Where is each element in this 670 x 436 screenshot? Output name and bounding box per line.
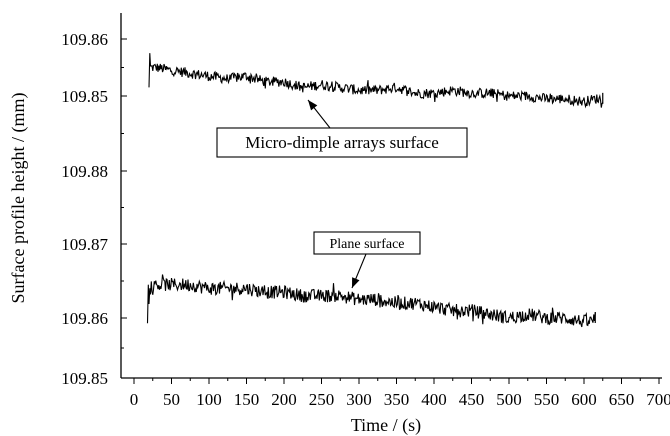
y-tick-label: 109.88 (61, 162, 108, 181)
x-axis-title: Time / (s) (351, 415, 421, 436)
x-tick-label: 600 (571, 390, 597, 409)
x-tick-label: 500 (496, 390, 522, 409)
x-tick-label: 50 (163, 390, 180, 409)
y-tick-label: 109.85 (61, 369, 108, 388)
x-tick-label: 100 (196, 390, 222, 409)
x-tick-label: 200 (271, 390, 297, 409)
x-tick-label: 550 (534, 390, 560, 409)
annotation-micro-dimple: Micro-dimple arrays surface (216, 99, 468, 158)
annotation-arrowhead (352, 277, 360, 288)
annotation-arrowhead (308, 100, 318, 111)
y-tick-label: 109.86 (61, 30, 108, 49)
tick-label-layer: 109.86 109.85 109.88 109.87 109.86 109.85 0 50 1… (61, 30, 670, 409)
x-tick-label: 450 (459, 390, 485, 409)
annotation-label: Micro-dimple arrays surface (245, 133, 439, 152)
annotation-box (313, 231, 421, 255)
annotation-layer: Micro-dimple arrays surface Plane surface (216, 99, 468, 289)
series-micro-dimple (148, 53, 604, 109)
series-line (148, 53, 604, 109)
x-tick-label: 400 (421, 390, 447, 409)
x-tick-label: 650 (609, 390, 635, 409)
annotation-label: Plane surface (329, 237, 404, 252)
series-plane (146, 274, 596, 328)
y-axis-title: Surface profile height / (mm) (8, 93, 29, 304)
series-line (146, 274, 596, 328)
x-tick-label: 300 (346, 390, 372, 409)
x-tick-label: 0 (130, 390, 139, 409)
x-tick-label: 250 (309, 390, 335, 409)
x-tick-label: 700 (646, 390, 670, 409)
annotation-plane: Plane surface (313, 231, 421, 289)
annotation-box (216, 127, 468, 158)
y-tick-label: 109.85 (61, 87, 108, 106)
series-layer (146, 53, 604, 328)
y-tick-label: 109.86 (61, 309, 108, 328)
x-tick-label: 150 (234, 390, 260, 409)
x-tick-label: 350 (384, 390, 410, 409)
y-tick-label: 109.87 (61, 235, 108, 254)
axes-layer (120, 13, 662, 384)
